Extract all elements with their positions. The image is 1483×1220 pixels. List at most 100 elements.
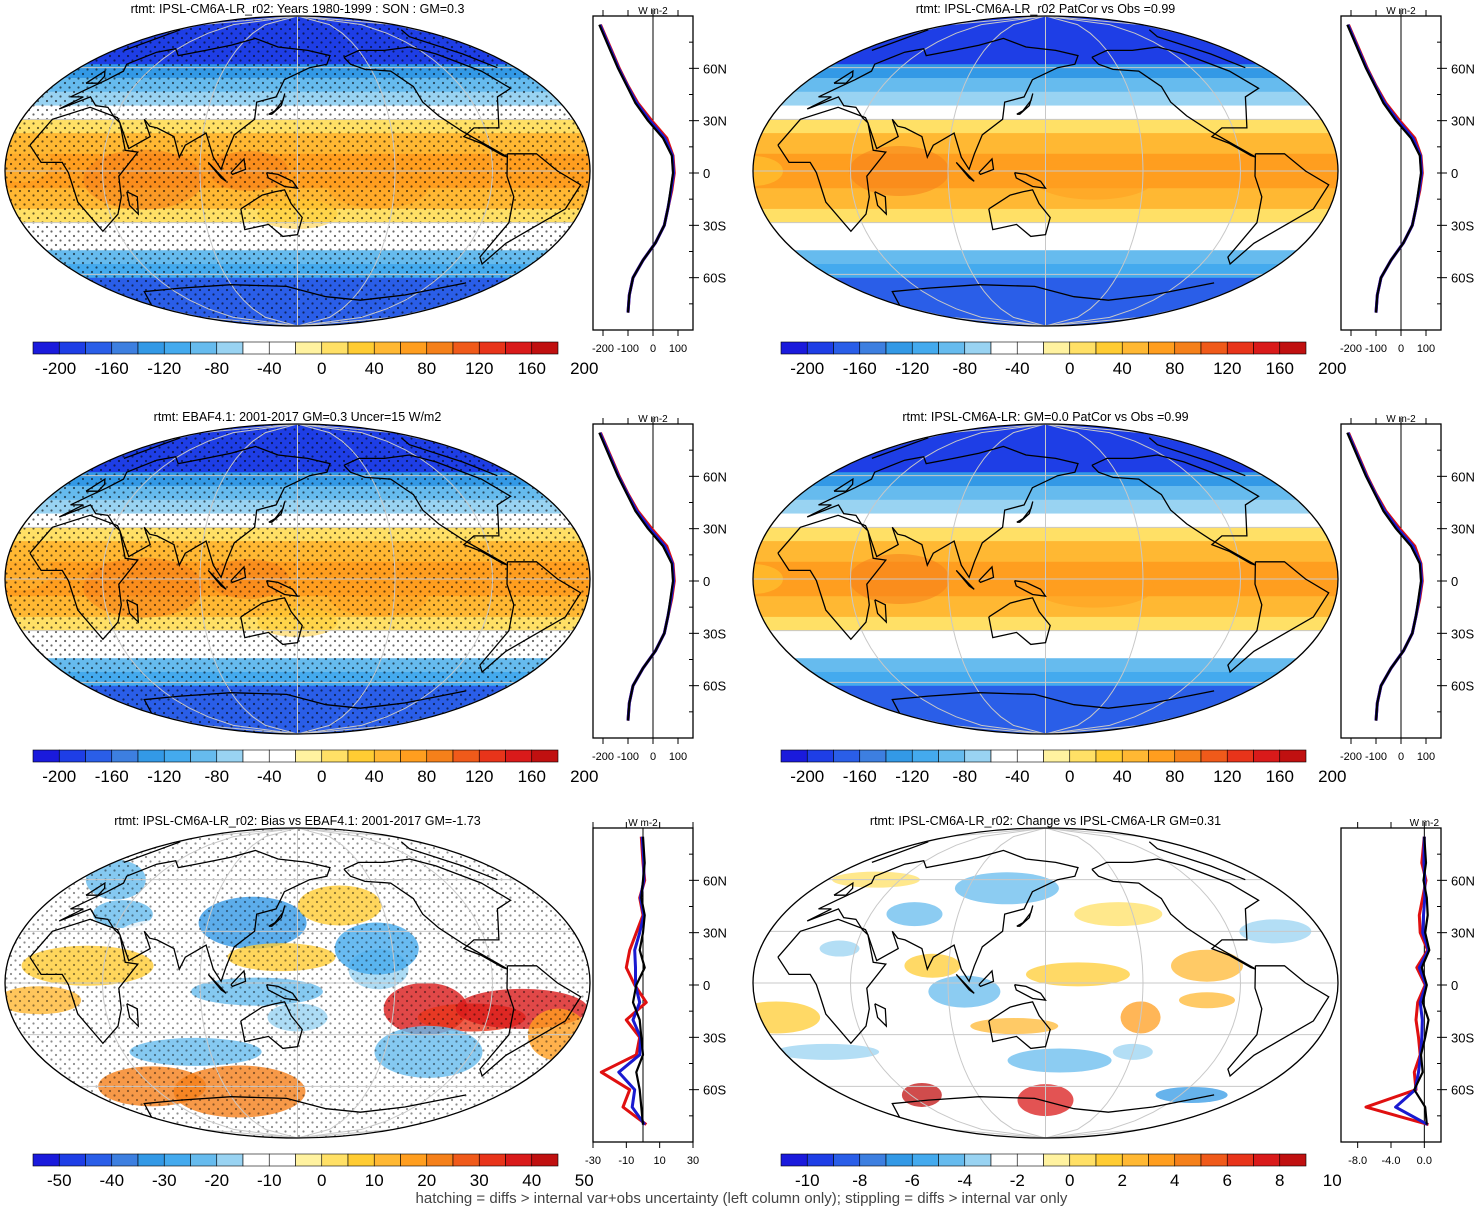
coastlines [777, 437, 1330, 714]
colorbar-swatch [295, 341, 323, 355]
coastline [230, 969, 247, 988]
zonal-profile: 60N 30N 0 30S 60S -200 -100 0 100 W m-2 [1340, 6, 1475, 355]
colorbar-swatch [190, 341, 218, 355]
profile-xtick-label: -100 [617, 751, 639, 763]
colorbar-swatch [885, 1153, 913, 1167]
profile-ytick-label: 60S [1451, 1083, 1474, 1098]
longitude-line [947, 424, 1046, 734]
longitude-line [1045, 16, 1242, 326]
coastline [58, 445, 331, 579]
profile-xtick-label: 0.0 [1417, 1155, 1432, 1167]
profile-ytick-label: 30N [1451, 926, 1475, 941]
profile-ytick-label: 60S [703, 679, 726, 694]
zonal-profile: 60N 30N 0 30S 60S -200 -100 0 100 W m-2 [1340, 414, 1475, 763]
colorbar-swatch [1226, 1153, 1254, 1167]
profile-ytick-label: 0 [1451, 574, 1458, 589]
change-blob [1025, 962, 1130, 987]
colorbar-swatch [1279, 749, 1307, 763]
colorbar-swatch [347, 749, 375, 763]
coastline [29, 918, 140, 1045]
coastline [871, 437, 1246, 477]
colorbar-tick-label: 200 [570, 767, 598, 786]
colorbar-swatch [1095, 749, 1123, 763]
colorbar-swatch [911, 749, 939, 763]
colorbar-swatch [1016, 749, 1044, 763]
colorbar-swatch [478, 341, 506, 355]
coastline [343, 454, 512, 566]
colorbar-swatch [478, 749, 506, 763]
colorbar-tick-label: 160 [1266, 359, 1294, 378]
coastline [988, 597, 1051, 646]
colorbar-swatch [1226, 749, 1254, 763]
zonal-profile: 60N 30N 0 30S 60S -8.0 -4.0 0.0 W m-2 [1340, 818, 1475, 1167]
profile-ytick-label: 0 [703, 166, 710, 181]
profile-xtick-label: -200 [1340, 343, 1362, 355]
colorbar-tick-label: -200 [790, 359, 824, 378]
colorbar-swatch [990, 341, 1018, 355]
longitude-line [297, 424, 396, 734]
coastline [833, 69, 854, 84]
colorbar-swatch [859, 749, 887, 763]
colorbar-swatch [163, 749, 191, 763]
colorbar-tick-label: 80 [1165, 767, 1184, 786]
colorbar-swatch [964, 749, 992, 763]
coastline [777, 514, 888, 641]
colorbar-swatch [373, 749, 401, 763]
coastline [1227, 965, 1330, 1078]
colorbar-swatch [111, 1153, 139, 1167]
colorbar-swatch [373, 1153, 401, 1167]
coastline [240, 597, 303, 646]
map-border [4, 827, 591, 1139]
map-panel: rtmt: IPSL-CM6A-LR_r02: Bias vs EBAF4.1:… [4, 814, 591, 1139]
colorbar-swatch [1043, 341, 1071, 355]
colorbar-tick-label: -120 [895, 767, 929, 786]
colorbar-tick-label: 50 [575, 1171, 594, 1190]
zonal-profile: 60N 30N 0 30S 60S -200 -100 0 100 W m-2 [592, 6, 727, 355]
longitude-line [297, 16, 494, 326]
colorbar-swatch [911, 341, 939, 355]
coastline [988, 1001, 1051, 1050]
coastline [874, 191, 888, 216]
colorbar-swatch [1121, 1153, 1149, 1167]
change-blob [819, 940, 860, 957]
profile-unit-label: W m-2 [638, 414, 668, 425]
colorbar-tick-label: 120 [1213, 359, 1241, 378]
colorbar-swatch [938, 749, 966, 763]
colorbar-tick-label: -120 [147, 359, 181, 378]
field-blob [1034, 567, 1155, 608]
colorbar-tick-label: -10 [795, 1171, 820, 1190]
colorbar-tick-label: -50 [47, 1171, 72, 1190]
longitude-line [199, 16, 298, 326]
coastline [58, 37, 331, 171]
field-blob [753, 156, 783, 186]
colorbar-tick-label: 0 [1065, 1171, 1074, 1190]
coastline [230, 157, 247, 176]
profile-unit-label: W m-2 [1386, 6, 1416, 17]
profile-xtick-label: -200 [592, 343, 614, 355]
colorbar-tick-label: -40 [1005, 767, 1030, 786]
colorbar-swatch [268, 1153, 296, 1167]
profile-xtick-label: -8.0 [1348, 1155, 1367, 1167]
colorbar-swatch [938, 1153, 966, 1167]
zonal-profile: 60N 30N 0 30S 60S -30 -10 10 30 W m-2 [585, 818, 727, 1167]
coastline [479, 561, 582, 674]
change-blob [1170, 949, 1243, 982]
colorbar-swatch [1174, 1153, 1202, 1167]
colorbar-swatch [111, 749, 139, 763]
colorbar-tick-label: 40 [1113, 359, 1132, 378]
profile-ytick-label: 30S [1451, 626, 1474, 641]
coastline [891, 690, 1215, 714]
colorbar-swatch [163, 1153, 191, 1167]
longitude-line [849, 16, 1046, 326]
colorbar-swatch [1043, 749, 1071, 763]
coastlines [29, 437, 582, 714]
colorbar-tick-label: 40 [365, 359, 384, 378]
colorbar-tick-label: -8 [852, 1171, 867, 1190]
colorbar-swatch [242, 341, 270, 355]
colorbar-tick-label: -120 [895, 359, 929, 378]
coastline [143, 690, 467, 714]
coastline [123, 29, 498, 69]
coastline [126, 1003, 140, 1028]
colorbar-swatch [242, 1153, 270, 1167]
coastline [207, 973, 227, 994]
